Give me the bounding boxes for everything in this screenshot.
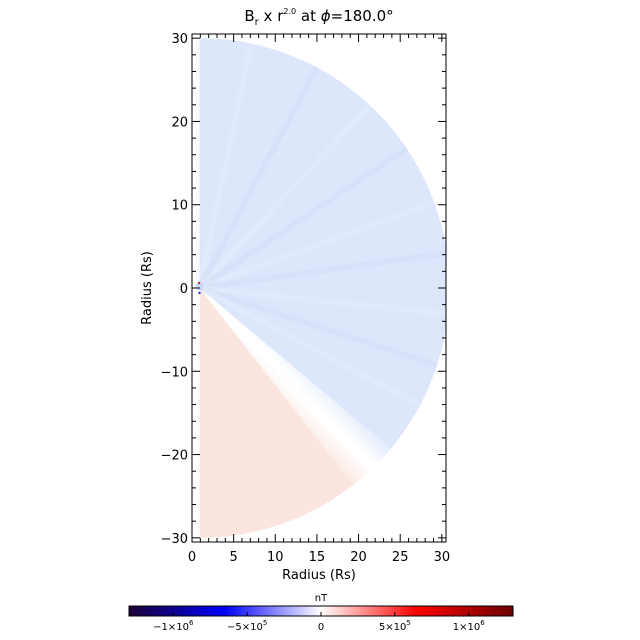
neutral-sheet-band: [199, 288, 391, 485]
x-tick-label: 10: [267, 550, 284, 565]
inner-boundary-blue-mark: [198, 291, 201, 295]
inner-boundary-red-mark: [197, 281, 201, 285]
title-base: B: [244, 7, 254, 25]
y-axis: −30 −20 −10 0 10 20 30: [161, 32, 446, 547]
y-tick-label: 0: [180, 282, 188, 297]
y-tick-label: 30: [171, 32, 188, 47]
x-tick-label: 5: [229, 550, 237, 565]
field-streak: [197, 145, 409, 291]
x-tick-label: 0: [188, 550, 196, 565]
x-tick-label: 25: [392, 550, 409, 565]
field-streaks: [196, 42, 446, 408]
y-tick-label: −20: [161, 449, 188, 464]
colorbar-tick-label: −5×105: [227, 619, 267, 633]
y-tick-label: 20: [171, 115, 188, 130]
colorbar-tick-label: −1×106: [153, 619, 194, 633]
y-tick-label: 10: [171, 199, 188, 214]
field-streak: [198, 199, 436, 291]
x-tick-label: 30: [434, 550, 451, 565]
y-tick-label: −10: [161, 365, 188, 380]
colorbar-title: nT: [315, 593, 328, 604]
field-streak: [196, 65, 320, 290]
field-streak: [199, 250, 446, 291]
title-mid: x r: [259, 7, 284, 25]
title-tail: at: [296, 7, 321, 25]
field-streak: [197, 103, 373, 291]
x-axis-title: Radius (Rs): [282, 568, 356, 583]
colorbar-tick-label: 1×106: [453, 619, 485, 633]
plot-area: [195, 38, 446, 538]
chart-title: Br x r2.0 at ϕ=180.0°: [244, 7, 393, 28]
field-streak: [199, 285, 446, 317]
field-streak: [198, 285, 422, 408]
colorbar-tick-label: 0: [318, 622, 324, 633]
colorbar-ticks: −1×106 −5×105 0 5×105 1×106: [153, 612, 485, 633]
title-phi: ϕ: [321, 7, 331, 25]
field-streak: [196, 42, 255, 289]
y-tick-label: −30: [161, 532, 188, 547]
y-axis-title: Radius (Rs): [140, 251, 155, 325]
x-axis: 0 5 10 15 20 25 30: [188, 34, 450, 565]
x-tick-label: 15: [309, 550, 326, 565]
x-tick-label: 20: [350, 550, 367, 565]
region-negative-field: [199, 288, 354, 538]
colorbar-tick-label: 5×105: [379, 619, 411, 633]
region-positive-field: [199, 38, 446, 449]
title-phi-value: =180.0°: [331, 7, 394, 25]
field-streak: [198, 285, 439, 369]
title-base-sub: r: [255, 17, 260, 28]
title-mid-sup: 2.0: [283, 7, 296, 16]
colorbar: nT −1×106 −5×105 0 5×105 1×106: [128, 593, 514, 633]
